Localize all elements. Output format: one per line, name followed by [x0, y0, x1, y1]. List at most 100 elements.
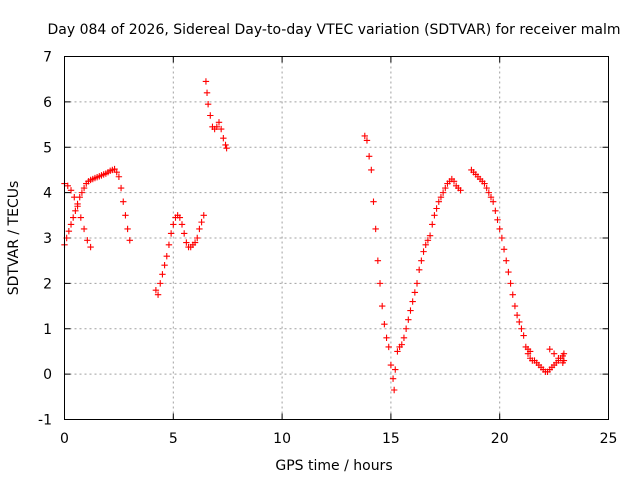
data-point	[196, 225, 203, 233]
x-axis-label: GPS time / hours	[275, 458, 392, 474]
data-point	[113, 169, 120, 176]
data-point	[516, 318, 523, 326]
data-point	[442, 184, 449, 192]
data-point	[526, 348, 534, 355]
y-tick-label: 1	[43, 322, 52, 338]
data-point	[76, 193, 83, 201]
data-point	[163, 252, 170, 260]
data-point	[518, 325, 525, 332]
data-point	[152, 286, 160, 294]
data-point	[202, 78, 210, 85]
data-point	[80, 225, 88, 233]
data-point	[126, 237, 133, 244]
data-point	[220, 134, 227, 142]
data-point	[392, 366, 399, 373]
data-point	[154, 291, 162, 298]
data-point	[64, 182, 71, 190]
data-point	[115, 173, 123, 180]
y-tick-label: 7	[43, 50, 52, 66]
plot-frame	[64, 56, 609, 420]
data-point	[67, 221, 75, 228]
data-point	[511, 302, 519, 310]
data-point	[489, 198, 497, 205]
data-point	[505, 268, 512, 276]
data-point	[200, 212, 207, 219]
data-point	[413, 280, 421, 287]
data-point	[507, 280, 514, 287]
data-point	[157, 280, 164, 287]
data-point	[191, 239, 199, 246]
y-tick-label: 0	[43, 367, 52, 383]
data-point	[159, 271, 166, 278]
y-tick-label: 4	[43, 186, 52, 202]
data-point	[409, 298, 416, 305]
data-point	[400, 334, 408, 342]
data-point	[500, 246, 508, 253]
data-point	[509, 291, 516, 298]
data-point	[77, 214, 85, 221]
data-point	[378, 302, 386, 310]
data-point	[435, 198, 442, 205]
data-point	[207, 112, 214, 119]
data-point	[520, 332, 527, 339]
data-point	[87, 243, 94, 251]
x-tick-label: 15	[382, 431, 400, 447]
data-point	[503, 257, 510, 264]
data-point	[67, 187, 75, 194]
data-point	[383, 334, 390, 342]
data-point	[483, 184, 490, 192]
data-point	[418, 257, 425, 264]
data-point	[183, 239, 190, 246]
data-point	[498, 234, 506, 242]
data-point	[213, 123, 221, 131]
data-point	[437, 193, 445, 201]
data-point	[74, 203, 81, 210]
data-point	[450, 178, 458, 185]
data-point	[429, 221, 436, 228]
data-point	[365, 153, 373, 160]
y-tick-label: 2	[43, 276, 52, 292]
data-point	[411, 289, 419, 296]
data-point	[394, 348, 401, 355]
data-point	[560, 350, 568, 357]
data-point	[117, 184, 125, 192]
data-point	[368, 166, 375, 174]
data-point	[161, 262, 168, 269]
data-point	[487, 193, 495, 201]
data-point	[361, 132, 368, 140]
data-point	[194, 234, 201, 242]
data-point	[122, 212, 129, 219]
data-point	[492, 207, 499, 214]
data-point	[176, 214, 184, 221]
data-point	[223, 144, 230, 152]
data-point	[215, 119, 223, 126]
data-point	[420, 248, 427, 255]
x-tick-label: 20	[491, 431, 509, 447]
data-point	[374, 257, 382, 264]
data-point	[387, 361, 395, 369]
data-point	[550, 350, 558, 357]
data-point	[363, 137, 371, 144]
data-point	[424, 237, 432, 244]
data-point	[546, 345, 553, 353]
data-point	[422, 241, 429, 249]
data-point	[80, 184, 88, 192]
data-point	[84, 237, 91, 244]
data-point	[390, 386, 398, 394]
data-point	[433, 205, 440, 212]
data-point	[494, 216, 501, 224]
x-tick-label: 5	[169, 431, 178, 447]
data-point	[415, 266, 423, 273]
data-point	[222, 141, 229, 149]
x-tick-label: 10	[273, 431, 291, 447]
data-point	[513, 311, 521, 319]
data-point	[203, 89, 211, 96]
x-tick-label: 25	[600, 431, 618, 447]
data-point	[405, 316, 412, 323]
data-point	[72, 207, 79, 214]
data-point	[402, 325, 410, 332]
data-point	[180, 230, 188, 237]
data-point	[381, 321, 388, 328]
grid-lines	[64, 56, 609, 420]
